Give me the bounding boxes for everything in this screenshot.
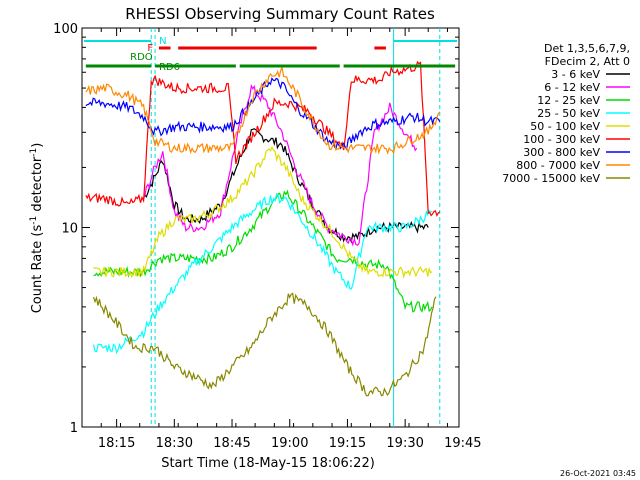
flag-label-rdo: RDO [130,52,153,63]
x-axis: 18:15 18:30 18:45 19:00 19:15 19:30 19:45 [81,28,482,451]
x-tick-label: 19:45 [444,436,481,451]
legend-entry-label: 25 - 50 keV [537,107,600,120]
y-axis: 1 10 100 [53,22,459,436]
legend-entry-label: 100 - 300 keV [523,133,600,146]
x-tick-label: 19:30 [386,436,423,451]
flag-label-flare: F [147,43,153,54]
x-tick-label: 19:00 [271,436,308,451]
flag-label-rd6: RD6 [159,62,180,73]
legend-entry-label: 3 - 6 keV [551,68,600,81]
legend-entry-label: 50 - 100 keV [530,120,600,133]
legend-entry-label: 6 - 12 keV [544,81,600,94]
legend-entry-label: 7000 - 15000 keV [502,172,600,185]
series-layer [85,60,441,397]
series-line-0 [143,128,429,244]
x-tick-label: 19:15 [329,436,366,451]
x-axis-label: Start Time (18-May-15 18:06:22) [161,456,375,471]
y-tick-label: 1 [70,421,78,436]
legend-header-line: FDecim 2, Att 0 [545,55,630,68]
x-tick-label: 18:45 [213,436,250,451]
y-tick-label: 100 [53,22,78,37]
y-axis-label-sup1: -1 [29,216,39,225]
series-line-6 [85,77,441,151]
x-tick-label: 18:15 [98,436,135,451]
y-axis-label: Count Rate (s-1 detector-1) [29,143,45,314]
chart-title: RHESSI Observing Summary Count Rates [125,5,435,23]
x-tick-label: 18:30 [156,436,193,451]
legend-header-line: Det 1,3,5,6,7,9, [544,42,630,55]
y-tick-label: 10 [61,222,78,237]
legend-entry-label: 300 - 800 keV [523,146,600,159]
legend: Det 1,3,5,6,7,9,FDecim 2, Att 03 - 6 keV… [502,42,630,185]
series-line-3 [92,192,433,355]
y-axis-label-mid: detector [30,156,45,216]
legend-entry-label: 800 - 7000 keV [516,159,600,172]
series-line-4 [93,145,433,280]
plot-timestamp: 26-Oct-2021 03:45 [560,469,636,478]
y-axis-label-main: Count Rate (s [30,225,45,314]
y-axis-label-sup2: -1 [29,148,39,157]
legend-entry-label: 12 - 25 keV [537,94,600,107]
series-line-5 [85,60,441,217]
series-line-8 [92,292,437,397]
series-line-7 [85,65,441,155]
y-axis-label-end: ) [30,143,45,148]
flag-label-night: N [159,36,166,47]
series-line-2 [93,189,433,313]
